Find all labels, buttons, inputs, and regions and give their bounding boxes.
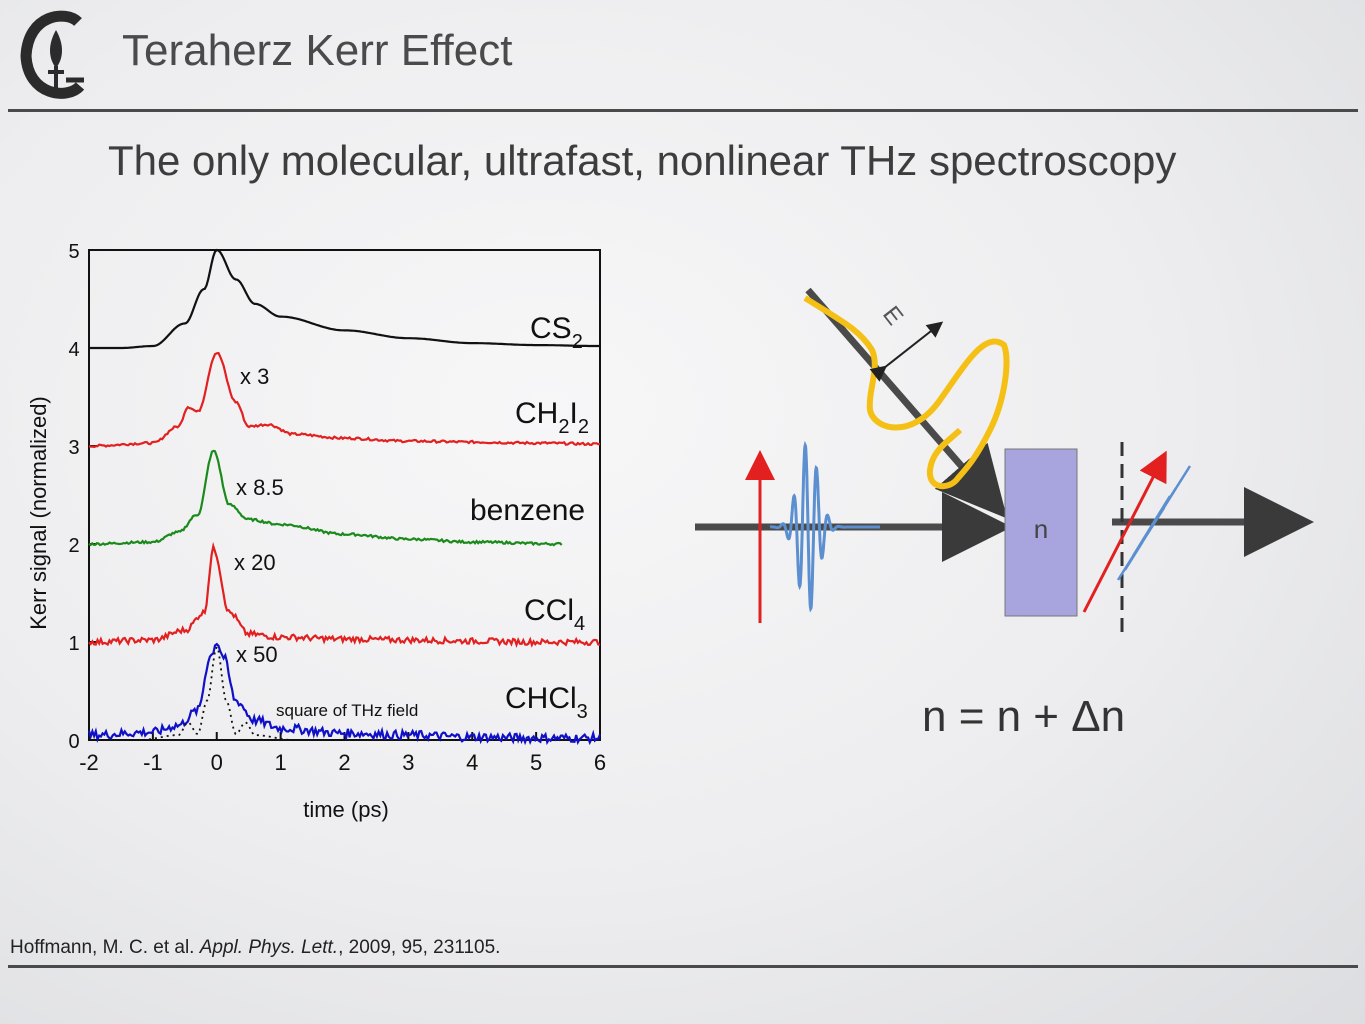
citation-journal: Appl. Phys. Lett. xyxy=(199,937,339,958)
caltech-flame-logo-icon xyxy=(20,10,85,99)
x-tick-label: 1 xyxy=(275,750,287,775)
x-tick-label: 5 xyxy=(530,750,542,775)
y-tick-label: 0 xyxy=(68,731,79,753)
series-line-0 xyxy=(89,248,600,350)
citation: Hoffmann, M. C. et al. Appl. Phys. Lett.… xyxy=(10,937,500,959)
thz-pump-beam xyxy=(805,287,1008,519)
kerr-equation: n = n + Δn xyxy=(922,692,1125,741)
series-label-benzene: benzene xyxy=(470,494,585,527)
citation-authors: Hoffmann, M. C. et al. xyxy=(10,937,195,958)
y-tick-label: 5 xyxy=(68,241,79,263)
scale-label-benzene: x 8.5 xyxy=(236,475,284,500)
kerr-medium-sample xyxy=(1004,448,1078,617)
sample-label: n xyxy=(1034,514,1048,544)
series-line-2 xyxy=(88,449,563,547)
field-vector-arrow xyxy=(869,321,944,382)
x-tick-label: -2 xyxy=(79,750,99,775)
rotated-probe-wave xyxy=(1116,465,1192,581)
scale-label-ccl4: x 20 xyxy=(234,550,276,575)
slide-subtitle: The only molecular, ultrafast, nonlinear… xyxy=(108,137,1177,184)
probe-pulse-wave xyxy=(769,440,880,613)
field-label: E xyxy=(877,301,908,330)
x-axis-ticks: -2 -1 0 1 2 3 4 5 6 xyxy=(79,732,606,775)
x-tick-label: -1 xyxy=(143,750,163,775)
series-line-1 xyxy=(88,351,601,449)
series-lines xyxy=(87,248,602,746)
series-line-3 xyxy=(88,541,601,649)
x-tick-label: 4 xyxy=(466,750,478,775)
footer-divider xyxy=(8,965,1358,968)
slide-title: Teraherz Kerr Effect xyxy=(122,26,513,75)
x-axis-label: time (ps) xyxy=(303,797,389,822)
x-tick-label: 3 xyxy=(402,750,414,775)
y-axis-label: Kerr signal (normalized) xyxy=(26,396,51,630)
y-tick-label: 1 xyxy=(68,633,79,655)
x-tick-label: 0 xyxy=(211,750,223,775)
title-divider xyxy=(8,109,1358,112)
y-tick-label: 4 xyxy=(68,339,79,361)
x-tick-label: 6 xyxy=(594,750,606,775)
scale-label-chcl3: x 50 xyxy=(236,642,278,667)
series-line-4 xyxy=(87,642,602,746)
y-tick-label: 3 xyxy=(68,437,79,459)
y-tick-label: 2 xyxy=(68,535,79,557)
scale-label-ch2i2: x 3 xyxy=(240,364,269,389)
citation-details: , 2009, 95, 231105. xyxy=(338,937,501,958)
kerr-signal-chart: -2 -1 0 1 2 3 4 5 6 0 1 2 3 4 5 time (ps) Kerr signal… xyxy=(26,241,606,822)
x-tick-label: 2 xyxy=(338,750,350,775)
rotated-polarization-arrow xyxy=(1082,450,1167,613)
annotation-square-thz: square of THz field xyxy=(276,701,418,720)
